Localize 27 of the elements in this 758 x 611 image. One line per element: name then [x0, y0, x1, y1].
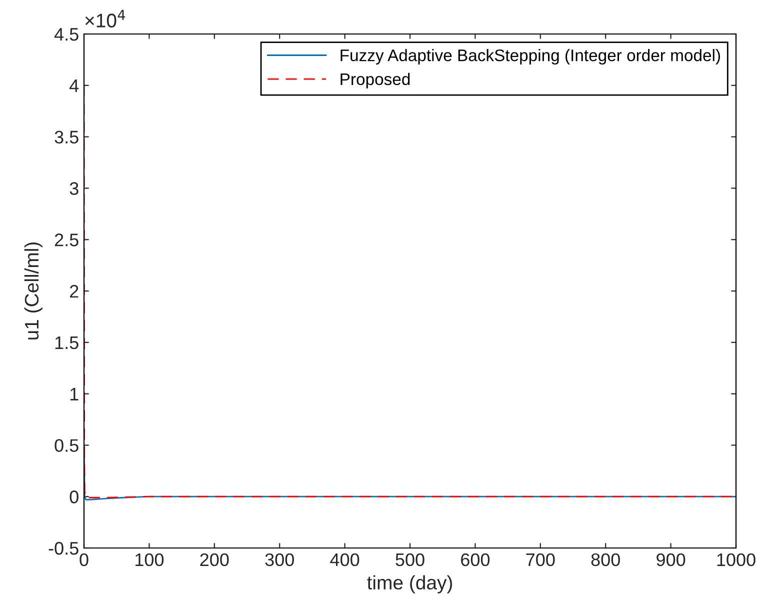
y-tick-label: 1	[70, 388, 78, 400]
x-tick-label: 900	[656, 553, 686, 566]
y-tick-label: 1.5	[55, 336, 78, 350]
x-tick-label: 300	[265, 553, 294, 566]
y-tick-label: 3.5	[54, 130, 78, 144]
y-tick-label: 0	[70, 490, 78, 504]
x-tick-label: 700	[526, 553, 555, 566]
y-tick-label: 0.5	[54, 439, 78, 452]
y-tick-label: 2.5	[54, 234, 78, 246]
text: ×10$^{4}$	[85, 10, 126, 28]
y-tick-label: 4	[70, 80, 79, 92]
y-tick-label: 3	[70, 182, 78, 195]
x-axis-title: time (day)	[367, 575, 452, 594]
y-tick-label: 4.5	[54, 28, 78, 41]
x-tick-label: 200	[200, 553, 229, 566]
x-tick-label: 0	[80, 553, 88, 566]
legend-label: Proposed	[340, 72, 410, 88]
x-tick-label: 1000	[717, 553, 756, 566]
x-tick-label: 600	[461, 553, 490, 566]
x-tick-label: 800	[591, 553, 620, 566]
y-tick-label: 2	[70, 284, 78, 298]
legend-label: Fuzzy Adaptive BackStepping (Integer order model)	[340, 49, 720, 65]
x-tick-label: 500	[396, 553, 424, 566]
x-tick-label: 100	[136, 553, 164, 566]
y-axis-title: u1 (Cell/ml)	[24, 242, 42, 340]
x-tick-label: 400	[330, 553, 360, 566]
y-tick-label: -0.5	[48, 542, 78, 555]
